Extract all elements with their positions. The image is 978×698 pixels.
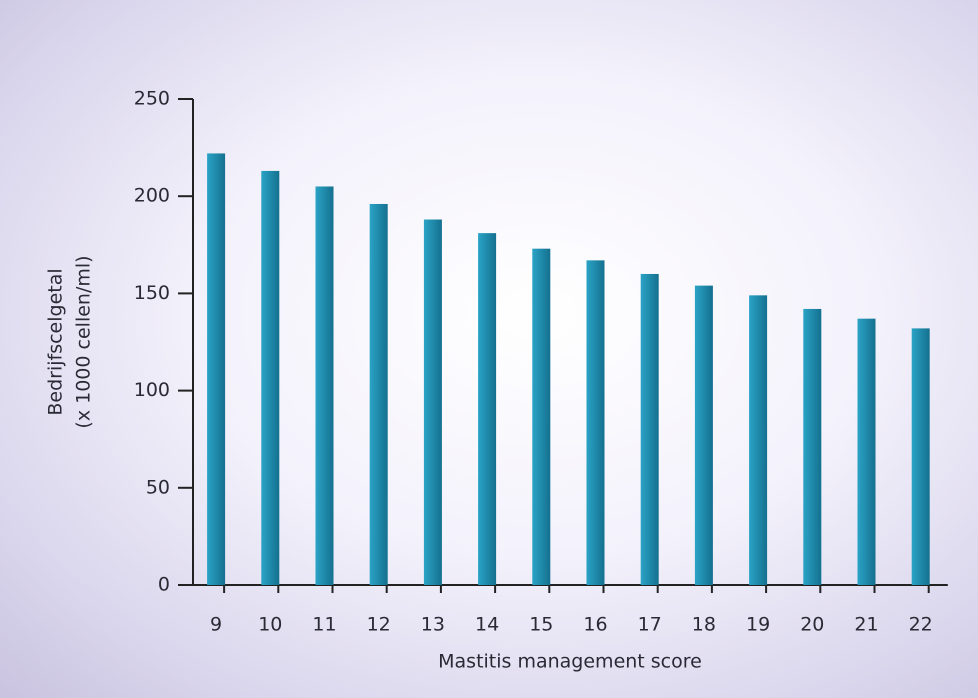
- bar: [315, 186, 334, 586]
- x-tick-label: 17: [638, 614, 662, 636]
- bar: [803, 308, 822, 585]
- y-tick-label: 50: [146, 476, 170, 498]
- y-tick-label: 200: [134, 185, 170, 207]
- y-tick-label: 0: [158, 574, 170, 596]
- bar: [423, 219, 442, 585]
- y-tick-label: 100: [134, 379, 170, 401]
- x-tick-label: 14: [475, 614, 499, 636]
- x-tick-label: 12: [367, 614, 391, 636]
- bar: [749, 295, 768, 585]
- x-tick-label: 19: [746, 614, 770, 636]
- bar: [857, 318, 876, 585]
- x-tick-label: 9: [210, 614, 222, 636]
- y-axis-label: (x 1000 cellen/ml): [73, 255, 95, 428]
- bar: [369, 203, 388, 585]
- y-axis-label: Bedrijfscelgetal: [45, 268, 67, 415]
- x-tick-label: 11: [312, 614, 336, 636]
- x-tick-label: 15: [529, 614, 553, 636]
- bar: [478, 233, 497, 586]
- x-tick-label: 10: [258, 614, 282, 636]
- x-axis-label: Mastitis management score: [438, 651, 702, 673]
- x-tick-label: 13: [421, 614, 445, 636]
- x-tick-label: 21: [854, 614, 878, 636]
- x-tick-label: 18: [692, 614, 716, 636]
- bar: [207, 153, 226, 585]
- bar: [532, 248, 551, 586]
- x-tick-label: 20: [800, 614, 824, 636]
- bar: [586, 260, 605, 585]
- bar: [911, 328, 930, 585]
- x-tick-label: 16: [583, 614, 607, 636]
- bar: [261, 170, 280, 586]
- y-tick-label: 250: [134, 88, 170, 110]
- bar: [694, 285, 713, 585]
- bar: [640, 273, 659, 585]
- x-tick-label: 22: [909, 614, 933, 636]
- y-tick-label: 150: [134, 282, 170, 304]
